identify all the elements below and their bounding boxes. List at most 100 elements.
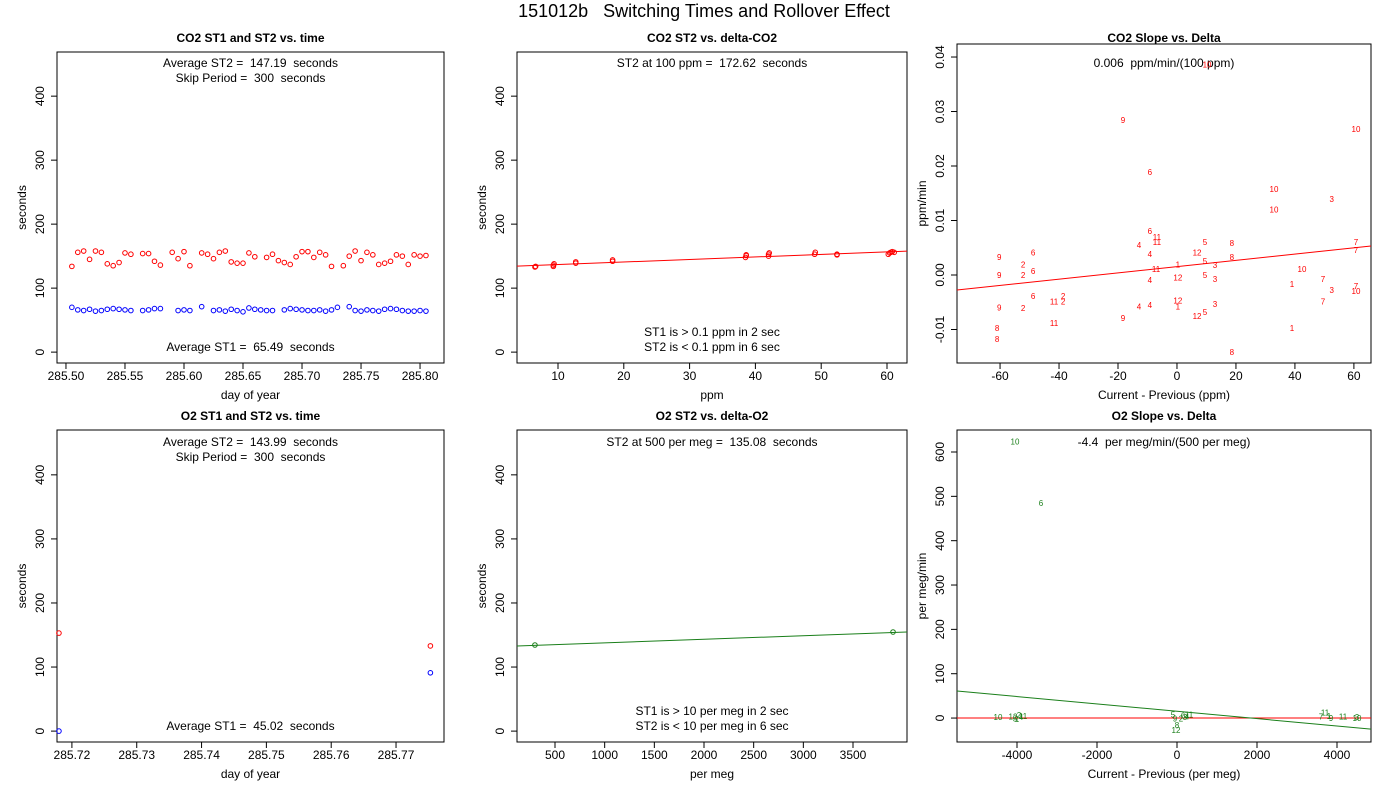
data-point bbox=[417, 253, 423, 259]
data-point bbox=[328, 263, 335, 270]
data-point bbox=[299, 307, 305, 313]
data-point bbox=[98, 249, 105, 256]
data-point bbox=[92, 308, 99, 314]
data-point bbox=[281, 307, 288, 313]
point-label: 11 bbox=[1153, 233, 1162, 242]
point-label: 4 bbox=[1019, 713, 1024, 722]
annotation: Skip Period = 300 seconds bbox=[176, 71, 326, 85]
data-point bbox=[293, 306, 299, 313]
x-tick-label: 2000 bbox=[691, 748, 718, 762]
point-label: 5 bbox=[1013, 714, 1018, 723]
data-point bbox=[56, 630, 62, 636]
point-label: 7 bbox=[1319, 713, 1324, 722]
data-point bbox=[157, 305, 164, 312]
y-tick-label: 200 bbox=[493, 214, 507, 234]
y-axis-label: seconds bbox=[15, 185, 29, 230]
data-point bbox=[187, 262, 193, 269]
y-tick-label: 0 bbox=[493, 348, 507, 355]
fit-line bbox=[516, 250, 908, 267]
x-axis-label: day of year bbox=[221, 767, 280, 781]
x-tick-label: 1500 bbox=[641, 748, 668, 762]
data-point bbox=[364, 307, 370, 313]
data-point bbox=[263, 254, 270, 261]
data-point bbox=[532, 263, 539, 270]
y-tick-label: 0.03 bbox=[933, 100, 947, 124]
annotation: ST2 at 500 per meg = 135.08 seconds bbox=[606, 435, 817, 449]
annotation: ST2 is < 10 per meg in 6 sec bbox=[635, 719, 788, 733]
panel-title: O2 ST1 and ST2 vs. time bbox=[181, 409, 321, 423]
point-label: 2 bbox=[1179, 714, 1184, 723]
point-label: 8 bbox=[1230, 239, 1235, 248]
data-point bbox=[216, 307, 223, 313]
point-label: 10 bbox=[994, 713, 1003, 722]
annotation: 0.006 ppm/min/(100 ppm) bbox=[1094, 56, 1235, 70]
data-point bbox=[765, 253, 772, 259]
y-tick-label: 300 bbox=[33, 529, 47, 549]
point-label: 8 bbox=[1230, 348, 1235, 357]
x-tick-label: 285.60 bbox=[166, 369, 203, 383]
data-point bbox=[110, 262, 116, 269]
x-tick-label: 40 bbox=[1288, 369, 1302, 383]
x-axis-label: Current - Previous (per meg) bbox=[1088, 767, 1241, 781]
y-tick-label: 100 bbox=[33, 657, 47, 677]
data-point bbox=[346, 253, 353, 259]
annotation: ST2 is < 0.1 ppm in 6 sec bbox=[644, 340, 780, 354]
point-label: 2 bbox=[1021, 304, 1026, 313]
x-tick-label: 2500 bbox=[740, 748, 767, 762]
point-label: 1 bbox=[1176, 302, 1181, 311]
data-point bbox=[387, 305, 394, 312]
panel-title: O2 Slope vs. Delta bbox=[1112, 409, 1217, 423]
data-point bbox=[609, 257, 616, 263]
y-tick-label: 300 bbox=[933, 575, 947, 595]
data-point bbox=[766, 250, 773, 256]
data-point bbox=[269, 307, 276, 314]
data-point bbox=[240, 260, 246, 266]
point-label: 2 bbox=[1021, 271, 1026, 280]
data-point bbox=[305, 248, 311, 255]
y-tick-label: 100 bbox=[933, 663, 947, 683]
y-tick-label: 200 bbox=[33, 593, 47, 613]
point-label: 6 bbox=[1181, 711, 1186, 720]
point-label: 10 bbox=[1298, 265, 1307, 274]
point-label: 12 bbox=[1173, 273, 1182, 282]
point-label: 5 bbox=[1203, 308, 1208, 317]
point-label: 5 bbox=[1203, 257, 1208, 266]
point-label: 2 bbox=[1061, 292, 1066, 301]
y-tick-label: 500 bbox=[933, 486, 947, 506]
data-point bbox=[375, 308, 382, 314]
x-tick-label: -40 bbox=[1050, 369, 1068, 383]
point-label: 4 bbox=[1148, 276, 1153, 285]
data-point bbox=[145, 250, 152, 257]
x-axis-label: ppm bbox=[700, 388, 723, 402]
data-point bbox=[405, 261, 412, 268]
data-point bbox=[417, 307, 423, 314]
y-tick-label: 400 bbox=[493, 465, 507, 485]
point-label: 4 bbox=[1185, 712, 1190, 721]
data-point bbox=[69, 263, 75, 270]
point-label: 4 bbox=[1148, 301, 1153, 310]
y-tick-label: 100 bbox=[493, 278, 507, 298]
x-tick-label: -60 bbox=[991, 369, 1009, 383]
data-point bbox=[427, 643, 434, 649]
x-tick-label: 50 bbox=[815, 369, 829, 383]
data-point bbox=[316, 249, 323, 256]
point-label: 6 bbox=[1148, 168, 1153, 177]
point-label: 11 bbox=[1050, 297, 1059, 306]
annotation: Skip Period = 300 seconds bbox=[176, 450, 326, 464]
x-tick-label: 285.76 bbox=[313, 748, 350, 762]
y-axis-label: per meg/min bbox=[915, 553, 929, 620]
plot-frame bbox=[56, 429, 445, 743]
point-label: 1 bbox=[1290, 280, 1295, 289]
point-label: 7 bbox=[1321, 297, 1326, 306]
x-tick-label: 3500 bbox=[840, 748, 867, 762]
x-tick-label: 2000 bbox=[1244, 748, 1271, 762]
point-label: 11 bbox=[1152, 265, 1161, 274]
data-point bbox=[322, 252, 329, 258]
point-label: 10 bbox=[1352, 125, 1361, 134]
y-tick-label: 200 bbox=[933, 619, 947, 639]
plot-frame bbox=[56, 51, 445, 364]
data-point bbox=[281, 259, 288, 266]
y-axis-label: seconds bbox=[15, 564, 29, 609]
data-point bbox=[370, 252, 376, 258]
data-point bbox=[151, 305, 158, 312]
